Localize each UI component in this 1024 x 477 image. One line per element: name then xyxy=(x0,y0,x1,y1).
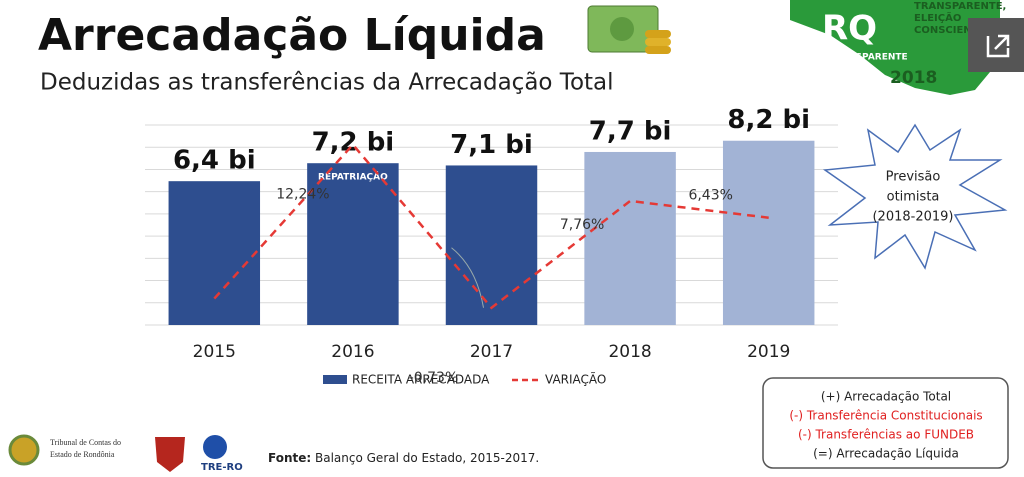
leader-line xyxy=(451,247,484,308)
bar xyxy=(307,163,399,325)
bar-value-label: 7,1 bi xyxy=(450,130,533,160)
legend-swatch xyxy=(323,375,347,384)
tce-logo: Tribunal de Contas do Estado de Rondônia xyxy=(8,434,121,466)
bar-value-label: 6,4 bi xyxy=(173,146,256,176)
rq-logo: RQ TRANSPARENTE, ELEIÇÃO CONSCIENTE TRAN… xyxy=(790,0,1006,95)
rq-tagline: ELEIÇÃO xyxy=(914,11,961,24)
formula-box xyxy=(762,377,1009,469)
money-icon xyxy=(587,5,671,54)
x-tick-label: 2019 xyxy=(747,342,790,362)
annotation: REPATRIAÇÃO xyxy=(318,172,388,183)
rq-tagline: CONSCIENTE xyxy=(914,25,985,36)
x-tick-label: 2018 xyxy=(608,342,651,362)
legend-label: RECEITA ARRECADADA xyxy=(352,373,490,387)
bar-value-label: 7,2 bi xyxy=(312,128,395,158)
callout-text: Previsão xyxy=(886,170,941,185)
rq-word: TRANSPARENTE xyxy=(828,53,908,63)
variation-label: 6,43% xyxy=(688,188,732,204)
link-icon[interactable] xyxy=(986,34,1010,58)
shield-logo xyxy=(155,437,185,472)
formula-line: (-) Transferências ao FUNDEB xyxy=(798,428,974,442)
x-tick-label: 2016 xyxy=(331,342,374,362)
rq-mark: RQ xyxy=(822,9,877,49)
button-bg[interactable] xyxy=(968,18,1024,72)
source: Fonte: Balanço Geral do Estado, 2015-201… xyxy=(268,451,539,465)
bar xyxy=(722,140,815,325)
bar-value-label: 7,7 bi xyxy=(589,116,672,146)
title: Arrecadação Líquida xyxy=(38,10,546,61)
x-tick-label: 2017 xyxy=(470,342,513,362)
subtitle: Deduzidas as transferências da Arrecadaç… xyxy=(40,70,614,96)
formula: (+) Arrecadação Total (-) Transferência C… xyxy=(789,390,982,461)
formula-line: (-) Transferência Constitucionais xyxy=(789,409,982,423)
rq-year: 2018 xyxy=(890,68,937,88)
callout-text: (2018-2019) xyxy=(872,210,953,225)
external-link-button[interactable] xyxy=(968,18,1024,72)
variation-label: 12,24% xyxy=(276,187,329,203)
bar xyxy=(445,165,538,325)
variation-line xyxy=(213,142,769,310)
callout-text: otimista xyxy=(887,190,940,205)
starburst xyxy=(822,123,1008,270)
variation-label: 7,76% xyxy=(560,217,604,233)
bar-value-label: 8,2 bi xyxy=(727,105,810,135)
formula-line: (+) Arrecadação Total xyxy=(821,390,951,404)
legend-label: VARIAÇÃO xyxy=(545,372,606,387)
formula-line: (=) Arrecadação Líquida xyxy=(813,447,959,461)
bar xyxy=(168,181,261,325)
source-text: Balanço Geral do Estado, 2015-2017. xyxy=(315,451,539,465)
x-tick-label: 2015 xyxy=(193,342,236,362)
variation-label: -0,73% xyxy=(409,370,459,386)
source-label: Fonte: xyxy=(268,451,311,465)
tce-name: Tribunal de Contas do xyxy=(50,438,121,447)
bar xyxy=(584,151,676,325)
tre-logo: TRE-RO xyxy=(201,435,243,473)
rq-tagline: TRANSPARENTE, xyxy=(914,1,1006,12)
tce-name: Estado de Rondônia xyxy=(50,450,115,459)
tre-name: TRE-RO xyxy=(201,462,243,473)
